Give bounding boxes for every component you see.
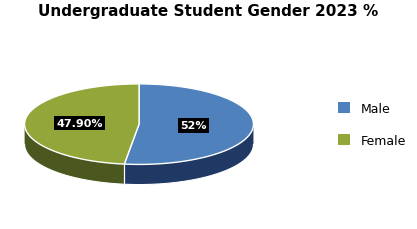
Polygon shape [25, 125, 124, 184]
Polygon shape [25, 85, 139, 164]
Text: 47.90%: 47.90% [56, 118, 103, 128]
Text: 52%: 52% [181, 121, 207, 131]
Polygon shape [124, 125, 254, 185]
Title: Undergraduate Student Gender 2023 %: Undergraduate Student Gender 2023 % [38, 4, 379, 19]
Legend: Male, Female: Male, Female [333, 97, 411, 152]
Polygon shape [124, 85, 254, 165]
